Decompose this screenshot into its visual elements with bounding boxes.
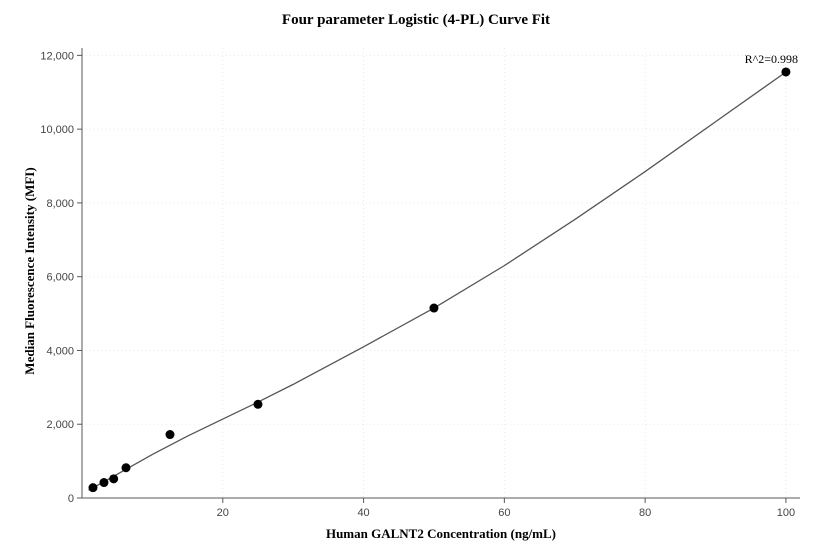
- data-point: [121, 463, 130, 472]
- y-tick-label: 4,000: [46, 345, 74, 357]
- data-point: [88, 483, 97, 492]
- y-tick-label: 2,000: [46, 419, 74, 431]
- data-point: [781, 67, 790, 76]
- y-tick-label: 10,000: [40, 124, 74, 136]
- data-point: [109, 474, 118, 483]
- y-tick-label: 6,000: [46, 272, 74, 284]
- chart-plot-svg: 20 40 60 80 100 0 2,000 4,000 6,000 8,000 10,000 12…: [0, 0, 832, 560]
- x-tick-label: 20: [217, 507, 229, 519]
- data-point: [253, 400, 262, 409]
- data-point: [165, 430, 174, 439]
- y-tick-label: 8,000: [46, 198, 74, 210]
- x-tick-label: 40: [357, 507, 369, 519]
- data-point: [429, 304, 438, 313]
- chart-container: Four parameter Logistic (4-PL) Curve Fit…: [0, 0, 832, 560]
- data-point: [99, 478, 108, 487]
- y-tick-label: 0: [68, 493, 74, 505]
- y-tick-label: 12,000: [40, 50, 74, 62]
- fit-curve: [89, 72, 786, 490]
- x-tick-label: 60: [498, 507, 510, 519]
- x-tick-label: 80: [639, 507, 651, 519]
- x-tick-label: 100: [777, 507, 795, 519]
